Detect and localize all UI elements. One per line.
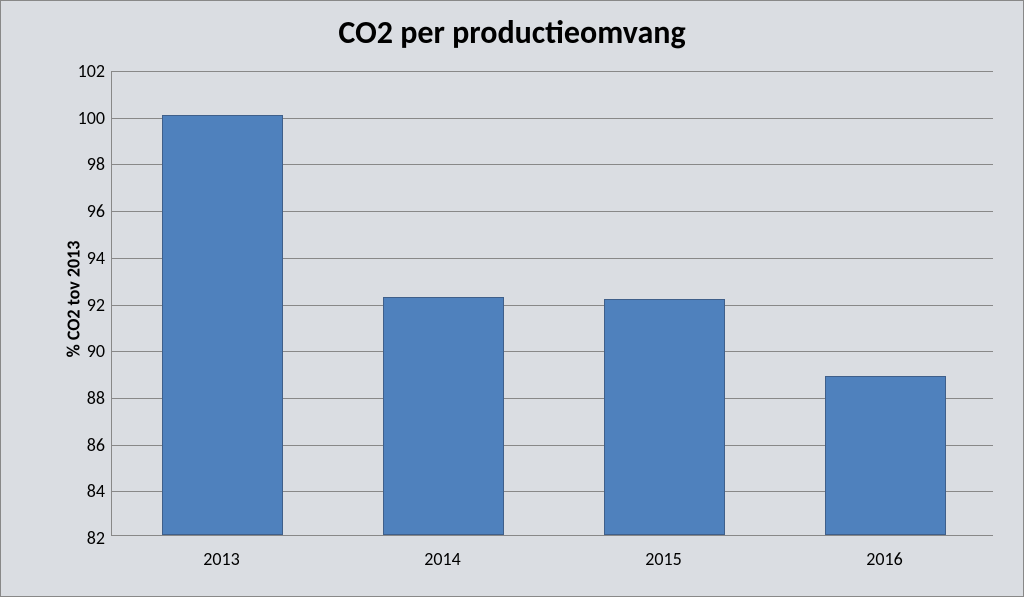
y-tick-label: 92 — [69, 294, 105, 316]
x-tick-label: 2013 — [203, 548, 240, 570]
x-tick-label: 2014 — [424, 548, 461, 570]
bar — [383, 297, 505, 535]
y-tick-label: 90 — [69, 340, 105, 362]
bar — [825, 376, 947, 535]
bar — [162, 115, 284, 535]
y-tick-label: 98 — [69, 153, 105, 175]
y-tick-label: 94 — [69, 247, 105, 269]
y-tick-label: 84 — [69, 480, 105, 502]
y-tick-label: 82 — [69, 527, 105, 549]
x-tick-label: 2015 — [645, 548, 682, 570]
gridline — [112, 71, 993, 72]
y-tick-label: 86 — [69, 434, 105, 456]
y-tick-label: 102 — [69, 60, 105, 82]
bar — [604, 299, 726, 535]
plot-area — [111, 71, 993, 536]
y-tick-label: 88 — [69, 387, 105, 409]
chart-container: CO2 per productieomvang % CO2 tov 2013 8… — [0, 0, 1024, 597]
chart-title: CO2 per productieomvang — [1, 13, 1023, 52]
y-tick-label: 96 — [69, 200, 105, 222]
x-tick-label: 2016 — [866, 548, 903, 570]
y-tick-label: 100 — [69, 107, 105, 129]
